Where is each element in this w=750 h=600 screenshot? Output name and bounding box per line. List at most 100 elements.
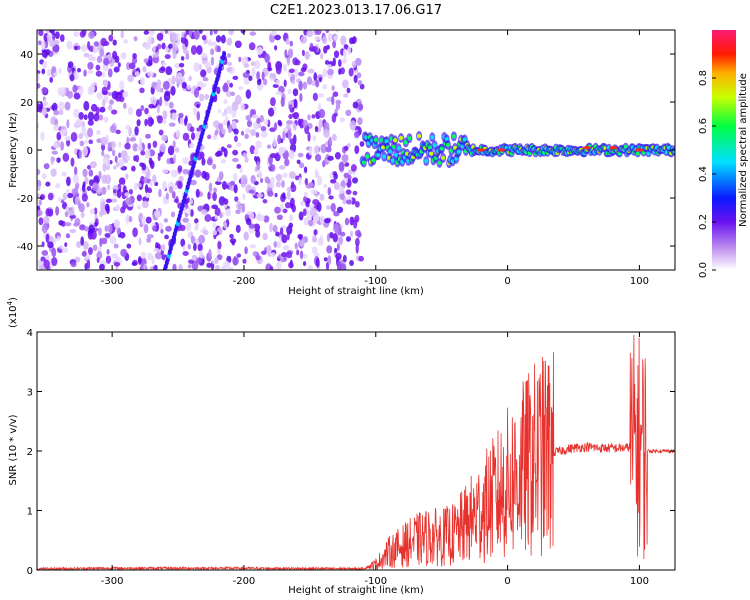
spectrogram-track (429, 151, 434, 156)
spectrogram-cell (88, 31, 95, 40)
spectrogram-cell (118, 158, 125, 168)
spectrogram-cell (312, 92, 318, 102)
spectrogram-cell (326, 64, 332, 69)
spectrogram-cell (90, 103, 98, 112)
colorbar-tick-label: 0.8 (698, 70, 709, 86)
spectrogram-cell (103, 57, 110, 66)
spectrogram-cell (143, 263, 147, 270)
spectrogram-cell (275, 91, 282, 96)
spectrogram-cell (219, 212, 223, 219)
spectrogram-cell (249, 244, 257, 249)
spectrogram-cell (156, 104, 160, 114)
spectrogram-cell (156, 87, 163, 93)
spectrogram-cell (112, 189, 117, 194)
spectrogram-cell (98, 114, 104, 121)
spectrogram-cell (347, 46, 352, 55)
spectrogram-cell (143, 30, 150, 35)
spectrogram-cell (308, 219, 314, 227)
spectrogram-cell (339, 117, 345, 123)
spectrogram-cell (317, 175, 323, 186)
spectrogram-cell (236, 142, 242, 148)
spectrogram-cell (143, 223, 149, 234)
spectrogram-cell (277, 119, 282, 126)
spectrogram-cell (73, 108, 80, 118)
spectrogram-cell (315, 79, 320, 88)
spectrogram-cell (310, 207, 318, 217)
spectrogram-cell (339, 263, 347, 270)
spectrogram-cell (212, 229, 218, 236)
spectrogram-cell (140, 104, 145, 112)
spectrogram-track (382, 154, 387, 159)
spectrogram-cell (161, 134, 168, 142)
spectrogram-cell (197, 243, 203, 252)
spectrogram-cell (284, 49, 288, 59)
spectrogram-cell (184, 38, 189, 48)
spectrogram-cell (314, 153, 322, 162)
spectrogram-cell (139, 265, 144, 270)
spectrogram-cell (165, 47, 169, 53)
spectrogram-cell (286, 187, 292, 192)
spectrogram-cell (70, 132, 78, 142)
spectrogram-cell (223, 82, 229, 92)
spectrogram-cell (207, 39, 212, 47)
spectrogram-cell (226, 79, 230, 85)
spectrogram-cell (304, 177, 309, 186)
spectrogram-x-tick-label: -300 (101, 276, 124, 287)
spectrogram-cell (213, 187, 217, 194)
spectrogram-cell (340, 35, 347, 46)
spectrogram-cell (200, 145, 205, 150)
spectrogram-track (371, 158, 376, 163)
spectrogram-cell (94, 221, 98, 228)
spectrogram-cell (226, 37, 233, 46)
spectrogram-cell (87, 247, 93, 255)
spectrogram-cell (87, 61, 94, 70)
spectrogram-cell (187, 231, 192, 238)
spectrogram-cell (132, 53, 137, 59)
spectrogram-cell (193, 87, 200, 98)
spectrogram-cell (229, 238, 237, 244)
spectrogram-cell (281, 180, 285, 188)
spectrogram-cell (106, 249, 110, 255)
spectrogram-cell (60, 86, 67, 96)
spectrogram-cell (86, 164, 92, 170)
spectrogram-cell (158, 188, 162, 198)
spectrogram-cell (290, 181, 295, 189)
spectrogram-cell (344, 217, 350, 226)
spectrogram-track (394, 153, 399, 158)
spectrogram-cell (287, 48, 294, 59)
spectrogram-cell (41, 173, 47, 180)
spectrogram-cell (257, 170, 263, 179)
spectrogram-cell (38, 30, 44, 37)
spectrogram-cell (95, 64, 101, 71)
spectrogram-cell (184, 115, 188, 124)
spectrogram-cell (114, 155, 118, 163)
spectrogram-cell (214, 257, 219, 264)
spectrogram-cell (165, 192, 169, 200)
spectrogram-cell (163, 91, 171, 102)
spectrogram-cell (318, 108, 326, 119)
spectrogram-cell (311, 114, 316, 119)
spectrogram-cell (113, 261, 121, 267)
spectrogram-cell (338, 59, 342, 68)
spectrogram-cell (208, 182, 213, 193)
spectrogram-cell (124, 192, 130, 197)
spectrogram-cell (182, 156, 189, 165)
spectrogram-cell (106, 205, 110, 215)
spectrogram-cell (244, 246, 248, 255)
spectrogram-cell (349, 259, 354, 267)
spectrogram-cell (272, 83, 279, 89)
spectrogram-cell (59, 244, 64, 250)
spectrogram-cell (313, 252, 320, 258)
spectrogram-cell (133, 182, 138, 191)
spectrogram-cell (314, 125, 319, 133)
spectrogram-cell (259, 115, 264, 123)
spectrogram-cell (351, 177, 359, 184)
spectrogram-cell (266, 144, 272, 149)
spectrogram-cell (297, 118, 302, 126)
spectrogram-cell (58, 67, 62, 74)
spectrogram-cell (171, 112, 178, 121)
spectrogram-cell (67, 90, 74, 99)
spectrogram-track (390, 158, 395, 163)
spectrogram-cell (183, 207, 187, 215)
